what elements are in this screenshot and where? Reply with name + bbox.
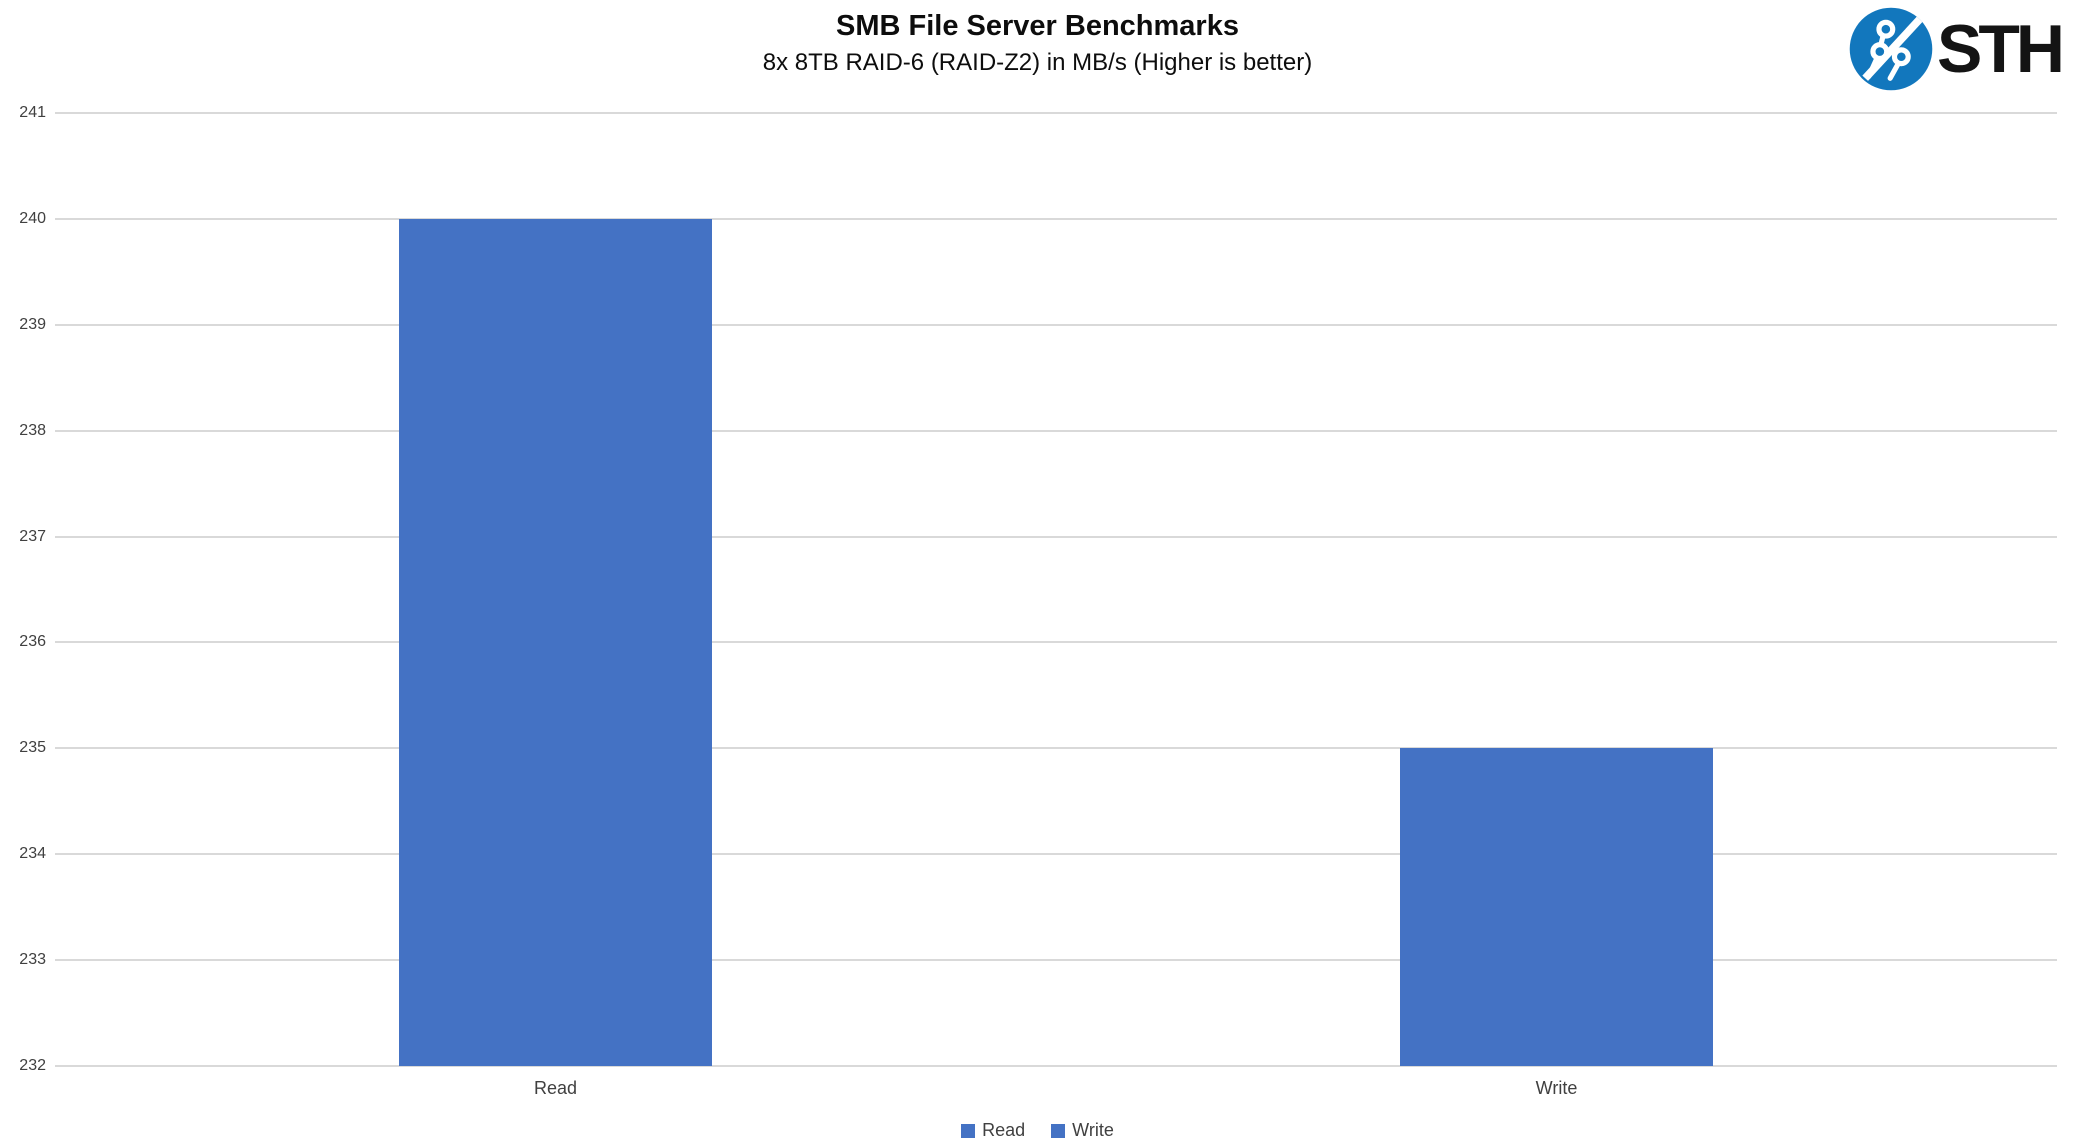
legend-label: Write <box>1072 1120 1114 1140</box>
x-axis-category-label: Write <box>1535 1078 1578 1098</box>
sth-logo-text: STH <box>1937 11 2065 87</box>
chart-subtitle: 8x 8TB RAID-6 (RAID-Z2) in MB/s (Higher … <box>762 49 1313 76</box>
title-block: SMB File Server Benchmarks 8x 8TB RAID-6… <box>0 10 2075 77</box>
gridline <box>55 959 2057 962</box>
bar-read <box>399 218 712 1066</box>
gridline <box>55 323 2057 326</box>
y-axis-tick-label: 240 <box>19 209 46 227</box>
y-axis-tick-label: 237 <box>19 527 46 545</box>
gridline <box>55 853 2057 856</box>
y-axis-tick-label: 234 <box>19 845 46 863</box>
legend-item: Read <box>961 1120 1025 1141</box>
circuit-board-icon <box>1849 7 1933 91</box>
legend: Read Write <box>0 1120 2075 1141</box>
y-axis-tick-label: 235 <box>19 739 46 757</box>
gridline <box>55 641 2057 644</box>
legend-label: Read <box>982 1120 1026 1140</box>
gridline <box>55 535 2057 538</box>
gridline <box>55 217 2057 220</box>
x-axis-category-label: Read <box>533 1078 578 1098</box>
gridline <box>55 747 2057 750</box>
y-axis-tick-label: 238 <box>19 421 46 439</box>
gridline <box>55 429 2057 432</box>
plot-area <box>55 112 2057 1067</box>
gridline <box>55 112 2057 114</box>
y-axis-tick-label: 232 <box>19 1057 46 1074</box>
chart-title: SMB File Server Benchmarks <box>836 10 1239 42</box>
bar-write <box>1400 748 1713 1066</box>
legend-swatch <box>961 1123 976 1138</box>
y-axis-tick-label: 241 <box>19 104 46 121</box>
legend-item: Write <box>1051 1120 1114 1141</box>
y-axis-tick-label: 239 <box>19 315 46 333</box>
sth-logo: STH <box>1848 6 2065 92</box>
y-axis-tick-label: 236 <box>19 633 46 651</box>
gridline <box>55 1065 2057 1067</box>
legend-swatch <box>1051 1123 1066 1138</box>
y-axis-tick-label: 233 <box>19 951 46 969</box>
